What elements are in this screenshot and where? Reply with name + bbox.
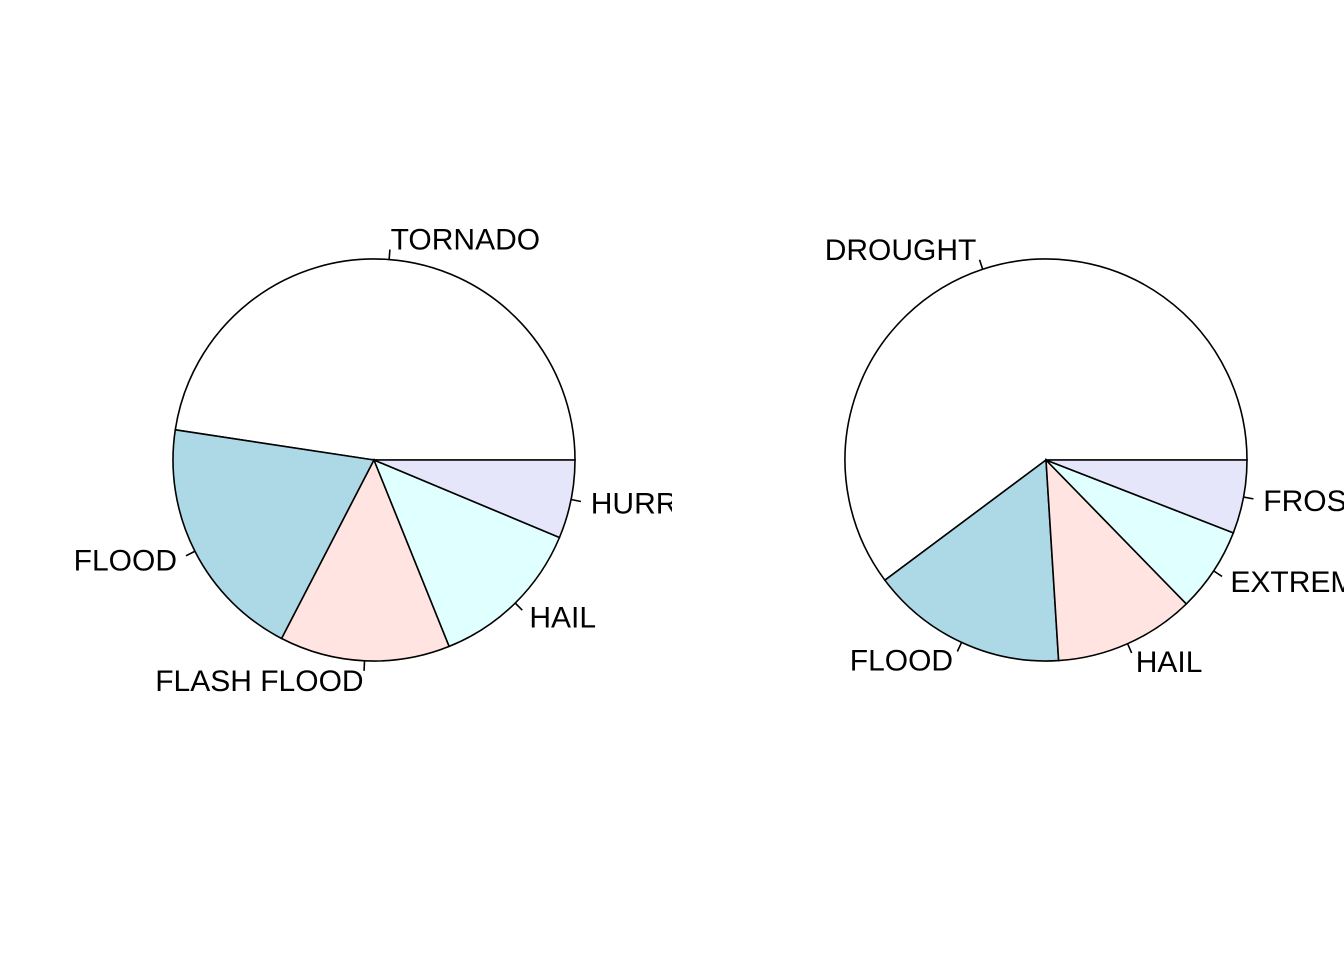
slice-label-drought: DROUGHT <box>825 234 977 267</box>
pie-chart-right: DROUGHT FLOOD HAIL EXTREME COLD FROST/FREEZE <box>825 234 1344 679</box>
pie-chart-left: TORNADO FLOOD FLASH FLOOD HAIL HURRICANE <box>74 224 769 698</box>
label-tick-flood <box>186 551 195 556</box>
slice-label-frost-freeze: FROST/FREEZE <box>1263 485 1344 518</box>
label-tick-flood <box>957 642 961 651</box>
pie-slice-tornado <box>175 259 575 460</box>
slice-label-hail: HAIL <box>1136 646 1203 679</box>
slice-label-flood: FLOOD <box>74 544 177 577</box>
slice-label-flood: FLOOD <box>850 645 953 678</box>
slice-label-tornado: TORNADO <box>391 224 540 257</box>
slice-label-extreme-cold: EXTREME COLD <box>1230 566 1344 599</box>
label-tick-hail <box>515 603 522 610</box>
slice-label-flash-flood: FLASH FLOOD <box>155 665 363 698</box>
label-tick-extreme-cold <box>1214 571 1222 577</box>
label-tick-frost-freeze <box>1244 497 1254 499</box>
slice-label-hail: HAIL <box>529 601 596 634</box>
label-tick-hail <box>1128 644 1132 653</box>
label-tick-hurricane <box>571 500 581 502</box>
label-tick-drought <box>980 260 983 270</box>
slice-label-hurricane: HURRICANE <box>591 487 769 520</box>
